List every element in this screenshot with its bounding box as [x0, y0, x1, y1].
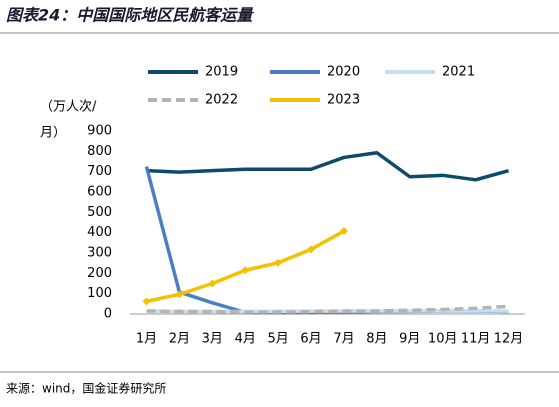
- point-marker: [175, 290, 184, 299]
- y-tick-label: 500: [87, 205, 112, 220]
- point-marker: [339, 227, 348, 236]
- y-tick-label: 900: [87, 124, 112, 139]
- x-tick-label: 3月: [202, 332, 223, 347]
- y-tick-label: 300: [87, 246, 112, 261]
- y-axis-label: 月）: [40, 126, 66, 141]
- series-line: [146, 308, 509, 314]
- x-tick-label: 12月: [494, 332, 524, 347]
- x-tick-label: 7月: [333, 332, 354, 347]
- x-tick-label: 1月: [136, 332, 157, 347]
- series-line: [146, 304, 509, 314]
- legend-label: 2020: [327, 65, 360, 80]
- y-tick-label: 800: [87, 144, 112, 159]
- legend-label: 2023: [327, 93, 360, 108]
- legend-label: 2021: [442, 65, 475, 80]
- y-tick-label: 200: [87, 266, 112, 281]
- legend-label: 2019: [205, 65, 238, 80]
- y-tick-label: 700: [87, 164, 112, 179]
- point-marker: [241, 266, 250, 275]
- chart-title: 图表24：中国国际地区民航客运量: [6, 6, 254, 25]
- point-marker: [208, 279, 217, 288]
- x-tick-label: 2月: [169, 332, 190, 347]
- point-marker: [307, 245, 316, 254]
- y-tick-label: 100: [87, 286, 112, 301]
- point-marker: [142, 297, 151, 306]
- x-tick-label: 4月: [235, 332, 256, 347]
- x-tick-label: 5月: [267, 332, 288, 347]
- x-tick-label: 10月: [428, 332, 458, 347]
- x-tick-label: 6月: [300, 332, 321, 347]
- x-tick-label: 9月: [399, 332, 420, 347]
- series-line: [146, 151, 510, 182]
- x-tick-label: 11月: [461, 332, 491, 347]
- y-axis-label: （万人次/: [40, 99, 97, 115]
- point-marker: [274, 258, 283, 267]
- source: 来源：wind，国金证券研究所: [6, 381, 166, 396]
- y-tick-label: 400: [87, 225, 112, 240]
- y-tick-label: 0: [104, 307, 112, 322]
- legend-label: 2022: [205, 93, 238, 108]
- series-line: [146, 229, 345, 304]
- x-tick-label: 8月: [366, 332, 387, 347]
- y-tick-label: 600: [87, 185, 112, 200]
